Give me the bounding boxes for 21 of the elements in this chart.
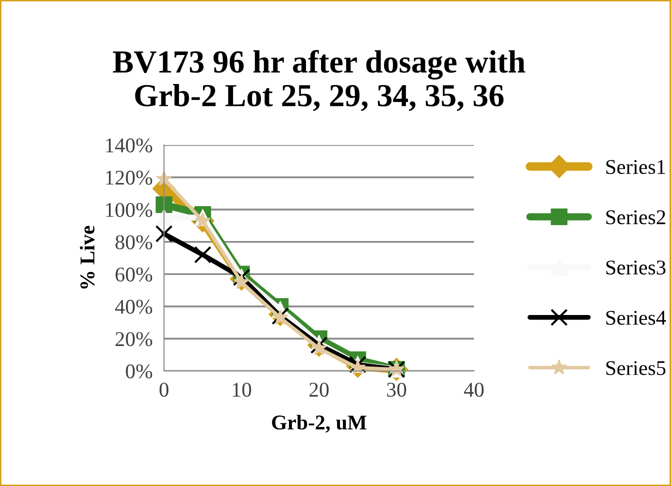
legend-label: Series1	[606, 160, 666, 174]
y-tick-label: 140%	[106, 138, 152, 152]
y-tick-label: 120%	[106, 170, 152, 185]
x-tick-label: 30	[387, 382, 406, 397]
x-tick-label: 10	[232, 382, 252, 397]
x-axis-title: Grb-2, uM	[272, 414, 366, 433]
legend-label: Series2	[606, 210, 666, 224]
y-tick-label: 40%	[115, 300, 152, 314]
chart-title: BV173 96 hr after dosage with Grb-2 Lot 25, 29, 34, 35, 36	[112, 50, 526, 112]
x-tick-label: 40	[464, 382, 484, 397]
y-tick-label: 100%	[106, 202, 152, 218]
y-tick-label: 0%	[126, 364, 152, 378]
y-tick-label: 20%	[116, 332, 152, 346]
x-tick-label: 0	[160, 382, 168, 397]
legend-label: Series5	[606, 361, 666, 376]
x-tick-label: 20	[310, 382, 329, 397]
legend-label: Series3	[606, 260, 666, 275]
y-axis-title: % Live	[80, 226, 95, 289]
y-tick-label: 80%	[115, 235, 152, 250]
y-tick-label: 60%	[116, 268, 152, 282]
legend-label: Series4	[606, 310, 666, 325]
